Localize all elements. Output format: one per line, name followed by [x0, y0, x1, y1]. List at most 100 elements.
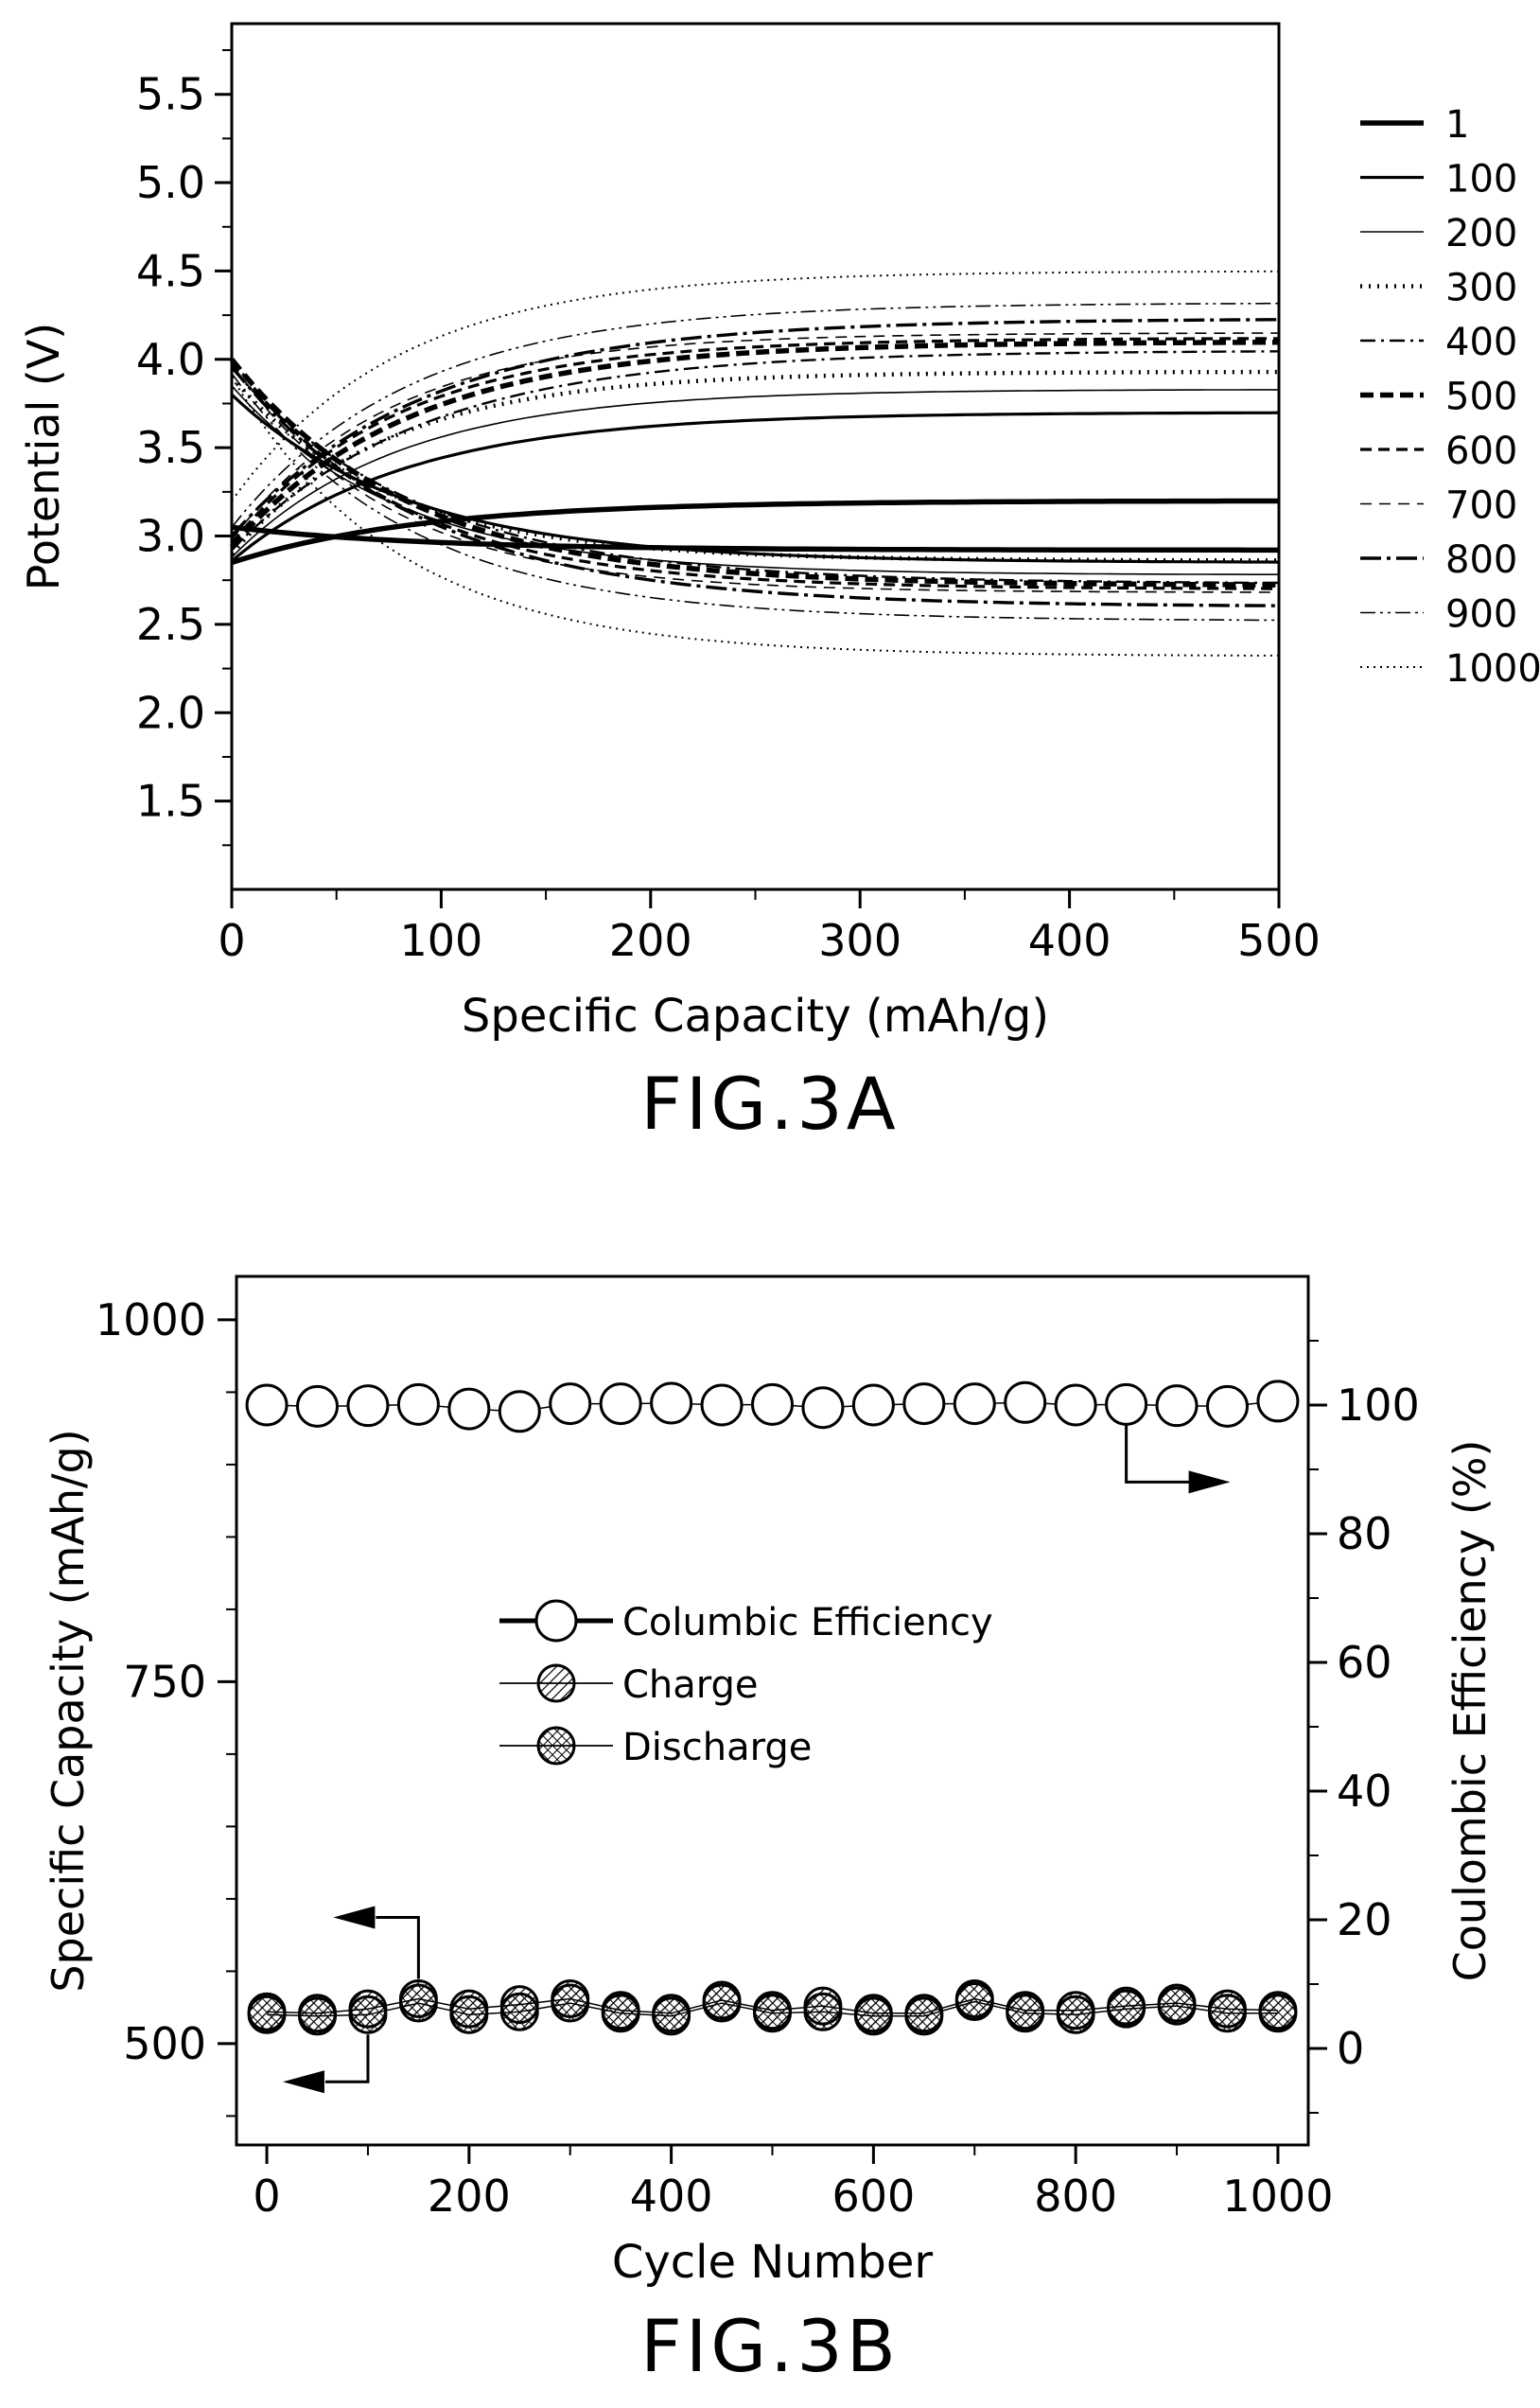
curves	[229, 270, 1280, 657]
y2-tick-label: 40	[1337, 1766, 1392, 1817]
curve-cycle-500-charge	[229, 339, 1280, 549]
point-efficiency	[801, 1386, 845, 1430]
x-axis-label: Cycle Number	[612, 2236, 934, 2289]
legend-label-900: 900	[1445, 593, 1517, 637]
point-efficiency	[346, 1384, 390, 1428]
fig-3b-caption: FIG.3B	[640, 2304, 900, 2388]
point-efficiency	[1054, 1383, 1097, 1427]
curve-cycle-200-charge	[231, 389, 1279, 558]
arrowhead-left-lower	[282, 2070, 324, 2094]
curve-cycle-1000-discharge	[231, 376, 1280, 657]
arrow-efficiency-to-right-axis	[1125, 1425, 1193, 1484]
curve-cycle-800-charge	[230, 318, 1279, 537]
point-efficiency	[296, 1384, 340, 1428]
y-tick-label: 5.0	[136, 157, 205, 208]
curve-cycle-900-discharge	[231, 373, 1279, 622]
legend: Columbic Efficiency Charge Discharge	[499, 1599, 993, 1769]
x-tick-label: 1000	[1222, 2171, 1333, 2222]
point-efficiency	[1105, 1382, 1148, 1426]
y-tick-label: 4.0	[136, 334, 205, 385]
point-charge	[853, 1994, 893, 2033]
point-charge	[1006, 1991, 1045, 2030]
point-charge	[1207, 1989, 1247, 2029]
fig-3a-caption: FIG.3A	[640, 1062, 900, 1146]
curve-cycle-1-charge	[231, 498, 1279, 566]
legend-marker-columbic-efficiency	[534, 1599, 578, 1643]
point-charge	[753, 1991, 792, 2030]
arrow-charge-to-left-axis	[376, 1915, 420, 1979]
legend-label-400: 400	[1445, 321, 1517, 364]
legend-label-800: 800	[1445, 538, 1517, 582]
y2-tick-label: 20	[1337, 1894, 1392, 1945]
point-efficiency	[1004, 1380, 1047, 1424]
point-efficiency	[1155, 1384, 1199, 1428]
point-charge	[1258, 1991, 1298, 2030]
point-charge	[1157, 1983, 1197, 2023]
point-charge	[601, 1991, 640, 2030]
point-charge	[954, 1978, 994, 2018]
legend-label-200: 200	[1445, 212, 1517, 255]
point-efficiency	[549, 1382, 592, 1426]
y-axis-label: Potential (V)	[18, 323, 69, 591]
x-tick-label: 100	[399, 915, 482, 966]
y-tick-label: 2.0	[136, 687, 205, 738]
fig-3a-chart: 1.5 2.0 2.5 3.0 3.5 4.0 4.5 5.0 5.5 0 100 200 300 400…	[18, 22, 1540, 1043]
point-efficiency	[447, 1387, 491, 1431]
y-tick-label: 4.5	[136, 245, 205, 296]
point-efficiency	[1205, 1384, 1249, 1428]
y-tick-label: 750	[123, 1656, 206, 1707]
legend-label-600: 600	[1445, 430, 1517, 473]
y-tick-label: 1000	[96, 1294, 206, 1345]
x-tick-label: 200	[609, 915, 692, 966]
point-charge	[247, 1992, 287, 2031]
y2-tick-label: 0	[1337, 2023, 1364, 2074]
point-charge	[348, 1989, 388, 2029]
legend-label-300: 300	[1445, 267, 1517, 310]
curve-cycle-300-discharge	[230, 376, 1279, 563]
point-efficiency	[599, 1382, 642, 1426]
arrow-discharge-to-left-axis	[324, 2034, 370, 2083]
x-tick-label: 400	[630, 2171, 713, 2222]
arrowhead-left-upper	[333, 1906, 376, 1929]
legend-label-columbic-efficiency: Columbic Efficiency	[622, 1601, 993, 1644]
point-charge	[652, 1994, 691, 2033]
curve-cycle-200-discharge	[231, 385, 1279, 575]
point-efficiency	[245, 1383, 289, 1427]
point-charge	[803, 1986, 843, 2026]
y-tick-label: 3.5	[136, 422, 205, 473]
y2-tick-label: 100	[1337, 1380, 1420, 1431]
point-charge	[551, 1978, 590, 2018]
curve-cycle-700-discharge	[231, 362, 1279, 593]
point-efficiency	[650, 1381, 693, 1425]
legend-label-1000: 1000	[1445, 647, 1540, 691]
y-tick-label: 1.5	[136, 776, 205, 827]
plot-frame	[230, 22, 1281, 891]
x-tick-label: 600	[831, 2171, 915, 2222]
legend-label-1: 1	[1445, 103, 1469, 147]
legend-label-700: 700	[1445, 484, 1517, 528]
x-tick-label: 400	[1028, 915, 1111, 966]
x-tick-label: 0	[253, 2171, 280, 2222]
x-tick-label: 0	[218, 915, 245, 966]
legend-label-charge: Charge	[622, 1663, 759, 1707]
curve-cycle-500-discharge	[229, 358, 1280, 588]
y-tick-label: 2.5	[136, 599, 205, 650]
point-efficiency	[700, 1383, 744, 1427]
point-charge	[398, 1978, 438, 2018]
point-charge	[904, 1994, 944, 2033]
curve-cycle-100-charge	[230, 411, 1280, 562]
curve-cycle-700-charge	[231, 332, 1279, 540]
x-axis-label: Specific Capacity (mAh/g)	[462, 990, 1049, 1043]
point-efficiency	[498, 1390, 541, 1433]
curve-cycle-400-charge	[231, 350, 1280, 552]
point-charge	[298, 1994, 338, 2033]
point-charge	[1107, 1986, 1146, 2026]
y-tick-label: 5.5	[136, 69, 205, 120]
point-charge	[1056, 1991, 1095, 2030]
point-charge	[499, 1985, 539, 2025]
x-tick-label: 300	[818, 915, 901, 966]
x-tick-label: 800	[1034, 2171, 1117, 2222]
y2-axis-label: Coulombic Efficiency (%)	[1444, 1440, 1496, 1982]
y-tick-label: 500	[123, 2018, 206, 2069]
arrowhead-right	[1188, 1470, 1231, 1494]
